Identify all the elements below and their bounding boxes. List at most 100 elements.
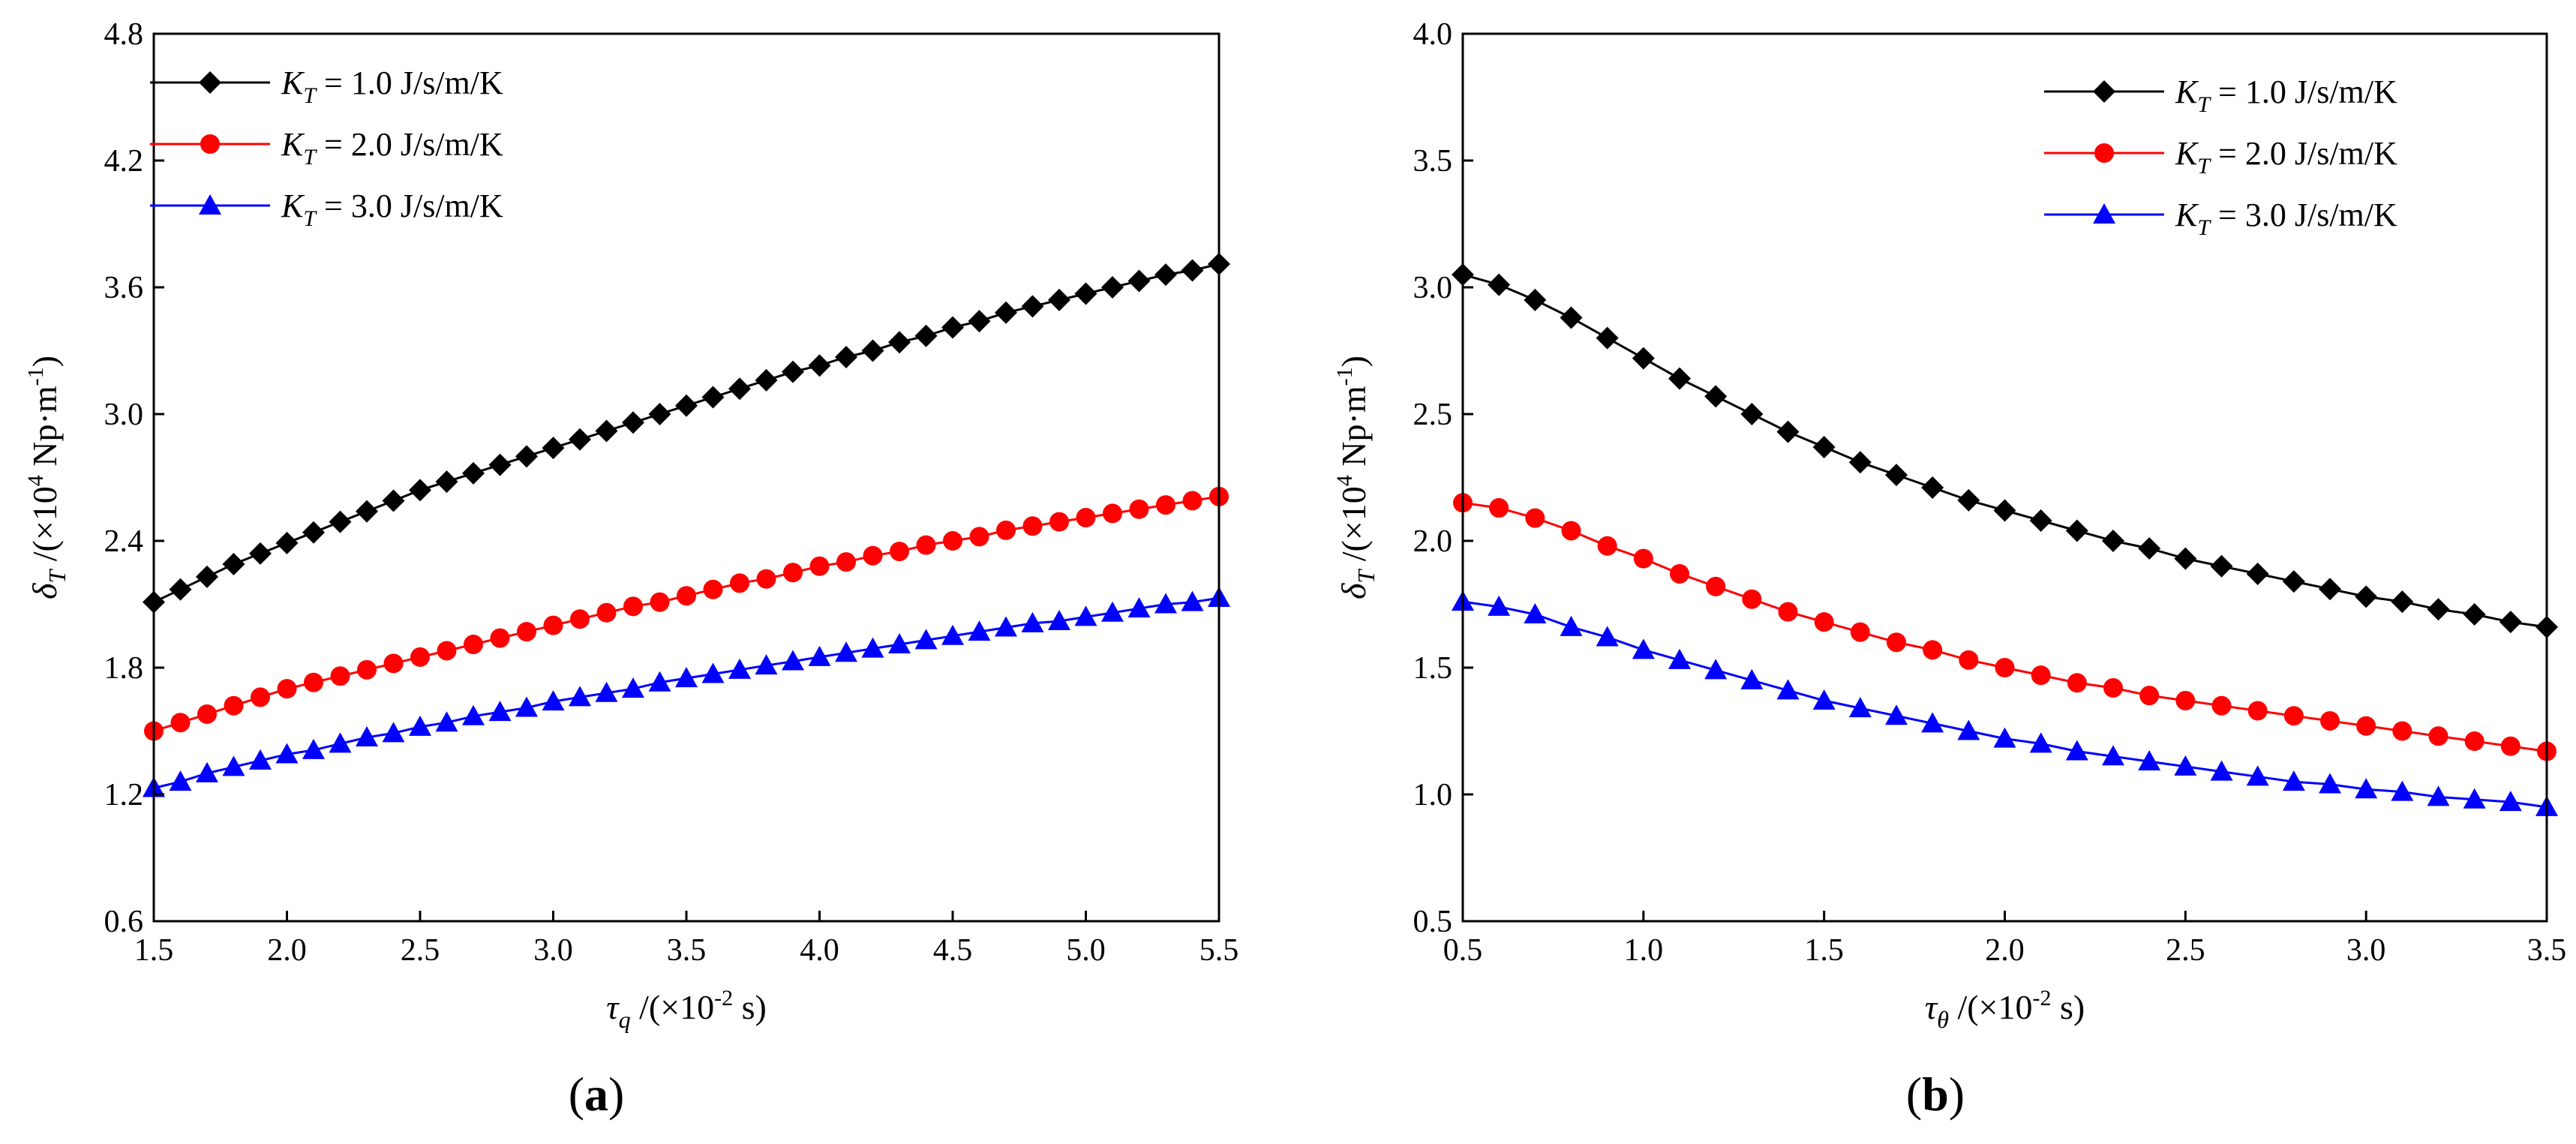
chart-a-series-1-point (835, 345, 857, 368)
chart-a-y-tick-label: 1.2 (104, 778, 144, 812)
chart-a-legend-label-3: KT = 3.0 J/s/m/K (281, 188, 503, 231)
chart-b-series-1-point (2174, 547, 2197, 570)
chart-a-series-1-point (888, 331, 911, 354)
chart-a-series-1-point (196, 565, 218, 588)
chart-b-series-2-point (2283, 706, 2304, 726)
chart-a-y-tick-label: 4.2 (104, 144, 144, 179)
chart-b-series-2-point (2211, 695, 2232, 716)
chart-b-series-1-point (2282, 570, 2305, 593)
chart-b-series-3-point (2499, 791, 2522, 812)
chart-b-y-tick-label: 1.0 (1413, 778, 1453, 812)
chart-b-series-2-point (2067, 673, 2087, 693)
chart-a-y-tick-label: 1.8 (104, 651, 144, 686)
chart-a-series-1-point (861, 339, 884, 362)
chart-b-series-3-markers (1452, 590, 2558, 816)
chart-b-series-2-point (2356, 716, 2376, 736)
chart-a-series-1-point (222, 552, 245, 575)
chart-a-series-2-point (1076, 508, 1096, 528)
chart-a-legend-marker-2 (200, 134, 220, 154)
chart-a-series-2-point (996, 520, 1016, 540)
chart-b-series-1-point (2391, 590, 2414, 614)
chart-b-legend: KT = 1.0 J/s/m/K KT = 2.0 J/s/m/K KT = 3.0… (2044, 74, 2397, 240)
chart-b-series-3-point (1921, 712, 1944, 733)
chart-b-series-3-point (1848, 697, 1872, 718)
chart-a-series-3-point (728, 658, 751, 679)
chart-b-legend-label-1: KT = 1.0 J/s/m/K (2175, 74, 2397, 117)
chart-b-series-2-point (1489, 498, 1509, 518)
chart-a-series-1-point (782, 360, 804, 383)
chart-a-x-tick-label: 4.5 (933, 933, 973, 968)
chart-b-series-3-point (1812, 689, 1836, 710)
chart-b-series-2-point (1670, 563, 1689, 584)
chart-b-series-1-point (2102, 530, 2124, 552)
chart-a-series-3-point (196, 761, 218, 782)
chart-a-series-1-point (302, 521, 325, 544)
chart-a-series-1-line (153, 263, 1220, 604)
chart-a-series-1-point (329, 510, 352, 533)
chart-a-series-1-point (356, 500, 378, 523)
chart-a-series-3-point (995, 616, 1017, 637)
chart-a-series-2-point (570, 609, 590, 629)
chart-a-x-tick-label: 4.0 (800, 933, 839, 968)
chart-a-series-2-point (383, 653, 404, 674)
chart-b-series-3-point (2174, 755, 2197, 776)
chart-a-series-1-point (675, 394, 698, 417)
chart-b-series-2-point (2031, 665, 2051, 686)
chart-b-legend-label-2: KT = 2.0 J/s/m/K (2175, 135, 2397, 179)
chart-a-series-3-point (409, 715, 431, 736)
chart-b-x-tick-label: 2.0 (1985, 933, 2025, 968)
chart-a-series-1-point (569, 428, 591, 451)
chart-a-series-3-point (222, 755, 245, 776)
chart-a-series-1-point (595, 419, 618, 443)
chart-a-series-3-point (169, 770, 192, 791)
chart-a-series-3-point (968, 620, 991, 641)
chart-b-x-tick-label: 0.5 (1443, 933, 1483, 968)
chart-a-series-3-point (782, 650, 804, 671)
chart-b-series-3-point (1524, 603, 1547, 624)
chart-b-series-1-point (1812, 435, 1836, 458)
chart-b: 0.5 1.0 1.5 2.0 2.5 3.0 3.5 0.5 1.0 1.5 2.0 2.5 3.0 3… (1332, 17, 2566, 1121)
chart-a-series-2-point (437, 641, 457, 661)
chart-b-series-3-point (2029, 732, 2052, 753)
chart-a-series-1-markers (143, 253, 1230, 614)
chart-a-series-1-point (648, 403, 671, 425)
chart-a-series-1-point (515, 445, 538, 468)
chart-a-series-3-point (622, 677, 644, 698)
chart-b-y-axis-label: δT /(×104 Np·m-1) (1332, 356, 1380, 599)
chart-a-series-1-point (169, 578, 192, 601)
chart-a-series-3-point (462, 704, 485, 725)
chart-b-series-3-line (1462, 600, 2547, 809)
chart-b-series-2-point (2139, 686, 2160, 706)
chart-b-series-3-point (2427, 785, 2450, 806)
chart-b-series-3-point (2102, 745, 2124, 766)
chart-b-panel-label: (b) (1906, 1067, 1965, 1121)
chart-a-series-2-point (330, 666, 350, 686)
chart-a-x-tick-label: 1.5 (134, 933, 174, 968)
chart-b-series-1-point (1957, 488, 1980, 512)
chart-a-series-1-point (382, 489, 405, 512)
chart-a-series-1-point (1127, 269, 1151, 293)
chart-a-series-2-point (1103, 503, 1122, 524)
chart-b-series-1-point (1776, 420, 1800, 443)
chart-b-legend-marker-2 (2094, 143, 2114, 163)
chart-a-series-1-point (1048, 288, 1070, 311)
chart-b-series-1-point (2246, 562, 2269, 585)
chart-b-x-tick-label: 3.5 (2527, 933, 2567, 968)
chart-b-series-3-point (2246, 765, 2269, 786)
chart-a-series-3-point (1101, 601, 1124, 622)
chart-a-series-1-point (1101, 276, 1124, 299)
chart-a-series-2-point (943, 531, 962, 551)
chart-b-series-1-point (2138, 537, 2161, 560)
chart-a-y-tick-label: 4.8 (104, 17, 144, 52)
chart-b-series-1-point (2355, 585, 2378, 608)
chart-a-series-3-point (941, 624, 964, 645)
chart-a-series-3-point (302, 738, 325, 759)
chart-b-series-2-point (1633, 548, 1653, 569)
chart-a-panel-label: (a) (569, 1067, 625, 1121)
chart-b-series-3-point (1776, 679, 1800, 700)
chart-b-y-tick-label: 3.0 (1413, 271, 1453, 305)
chart-b-series-3-point (1560, 615, 1583, 636)
chart-a-series-3-point (1154, 593, 1177, 614)
chart-b-series-1-point (1921, 476, 1944, 500)
